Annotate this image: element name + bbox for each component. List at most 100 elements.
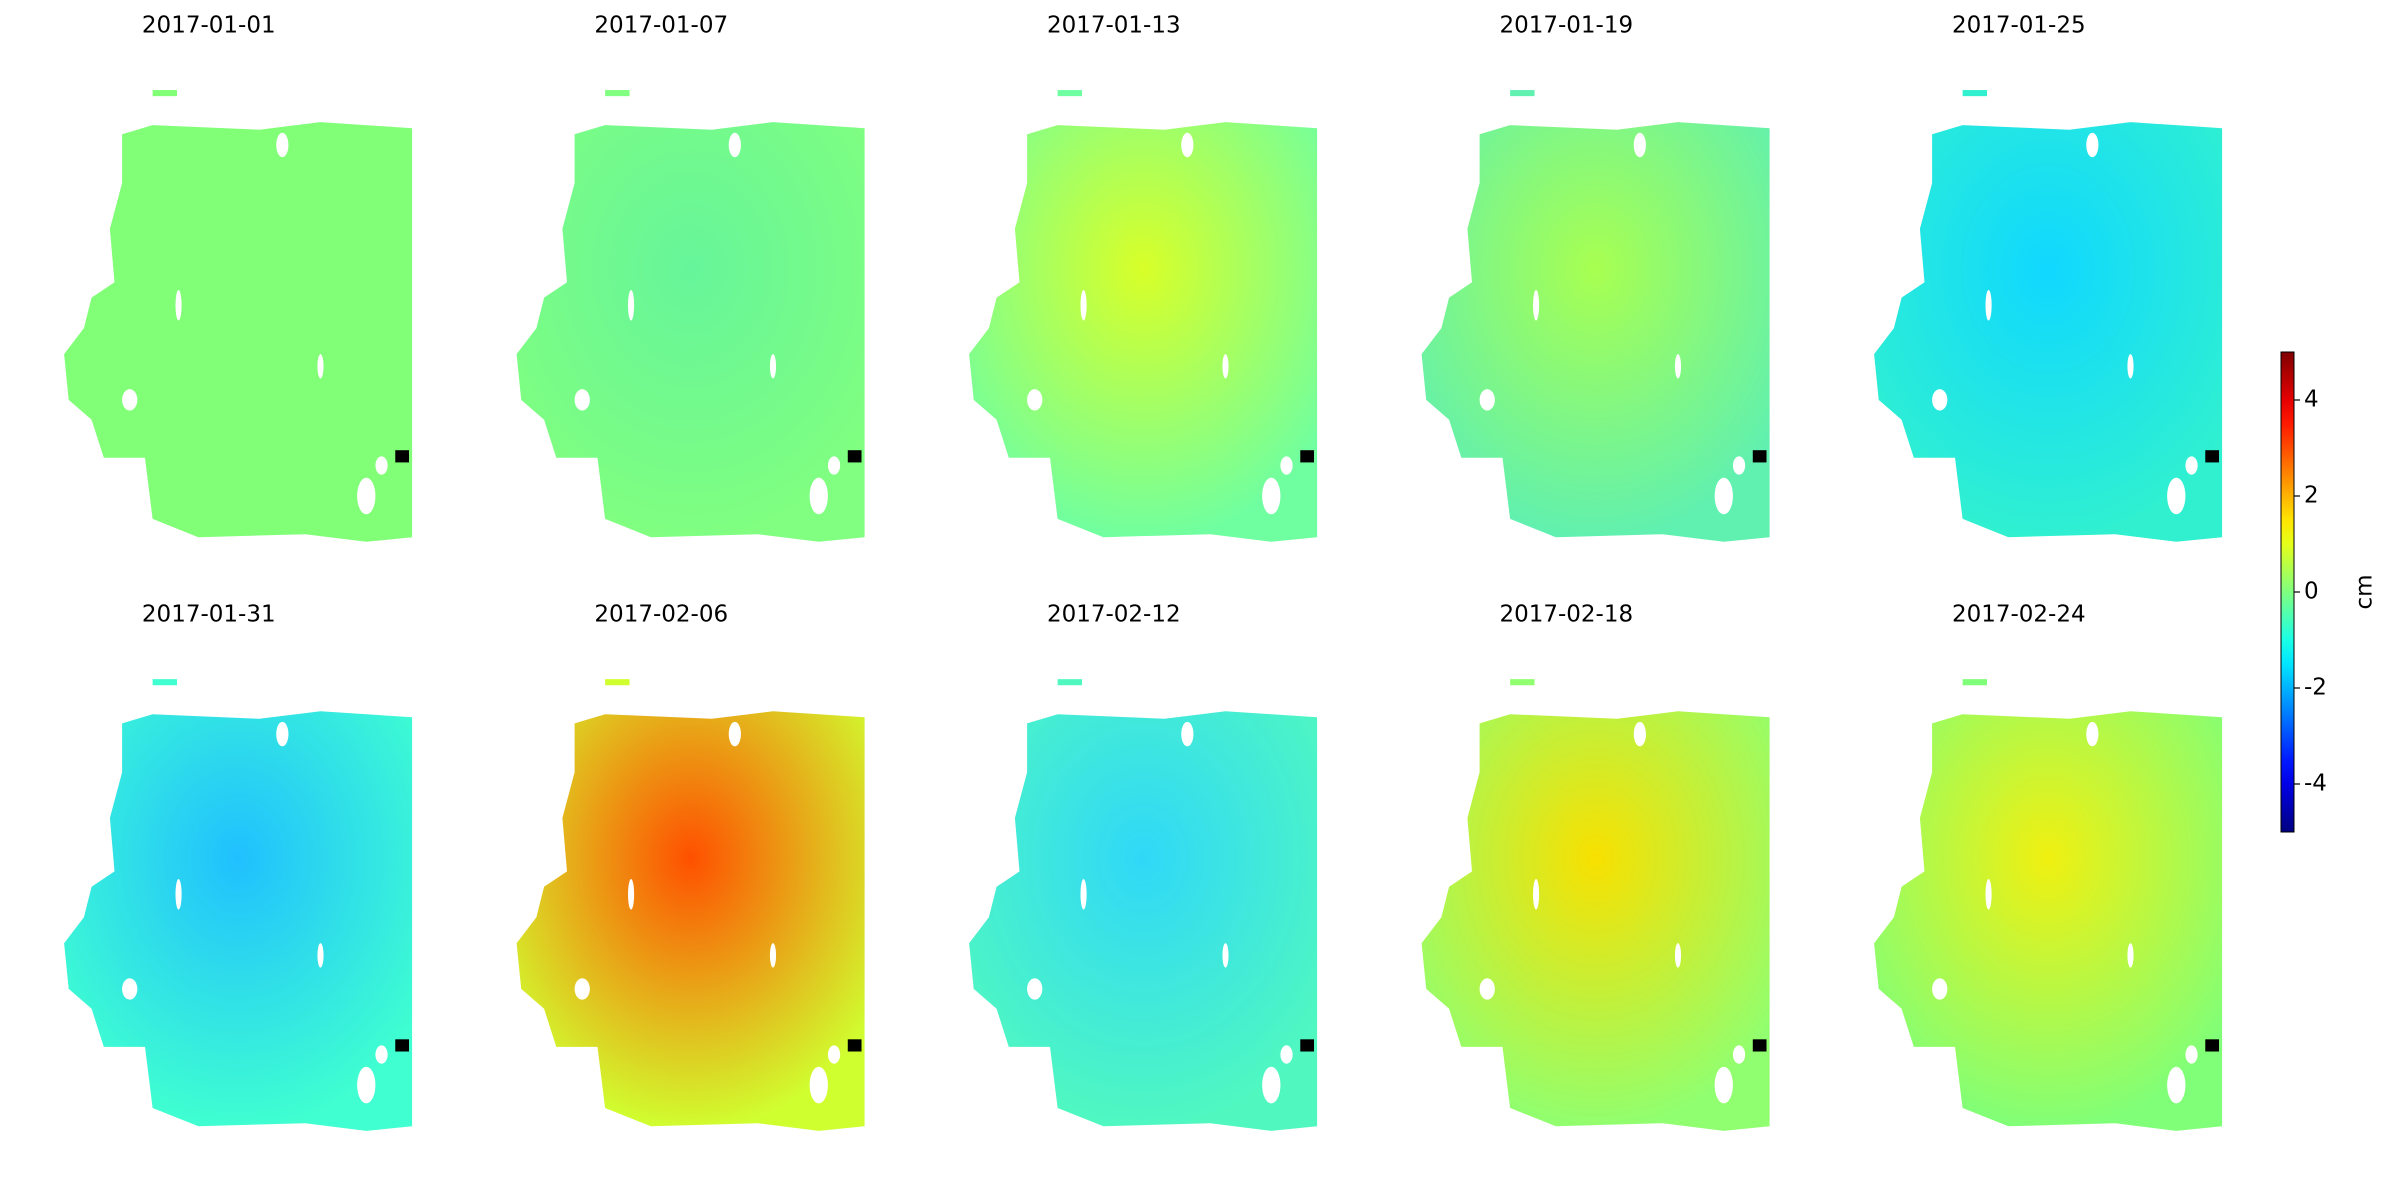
map-hole — [2167, 1066, 2186, 1104]
panel-title: 2017-02-18 — [1499, 602, 1633, 628]
map-patch — [605, 90, 630, 97]
panel-title: 2017-01-19 — [1499, 12, 1633, 38]
map-hole — [1262, 477, 1281, 515]
map-hole — [728, 132, 741, 158]
map-hole — [1732, 456, 1746, 475]
map-hole — [574, 389, 590, 411]
map-area — [1874, 122, 2223, 542]
map-hole — [1027, 389, 1043, 411]
reference-point — [395, 1039, 410, 1052]
map-hole — [1080, 289, 1087, 321]
map-hole — [1280, 456, 1293, 475]
map-patch — [1962, 90, 1988, 97]
map-hole — [276, 721, 289, 747]
map-hole — [1985, 879, 1992, 910]
map-hole — [1932, 389, 1948, 411]
reference-point — [1752, 450, 1767, 463]
colorbar-tick-label: 2 — [2304, 483, 2319, 509]
map-hole — [1181, 721, 1194, 747]
map-hole — [317, 354, 324, 379]
reference-point — [847, 450, 862, 463]
map-hole — [2127, 943, 2134, 968]
map-hole — [1479, 389, 1495, 411]
map-hole — [2127, 354, 2134, 379]
map-hole — [357, 477, 376, 515]
map-hole — [769, 354, 777, 379]
map-hole — [175, 879, 182, 910]
colorbar-tick-label: 0 — [2304, 579, 2319, 605]
map-panel: 2017-01-01 — [64, 12, 413, 542]
map-panel: 2017-02-24 — [1874, 602, 2223, 1131]
map-patch — [605, 679, 630, 686]
map-hole — [628, 879, 635, 910]
reference-point — [1300, 1039, 1315, 1052]
map-hole — [628, 289, 635, 321]
colorbar-label: cm — [2352, 574, 2378, 609]
reference-point — [395, 450, 410, 463]
map-hole — [1633, 721, 1646, 747]
map-hole — [769, 943, 777, 968]
map-panel: 2017-01-19 — [1421, 12, 1770, 542]
colorbar-tick-label: -2 — [2304, 675, 2327, 701]
map-hole — [122, 389, 138, 411]
panel-title: 2017-01-31 — [142, 602, 276, 628]
map-hole — [2086, 721, 2099, 747]
map-hole — [574, 978, 590, 1000]
map-hole — [1181, 132, 1194, 158]
map-area — [516, 711, 865, 1131]
map-hole — [1714, 1066, 1733, 1104]
map-patch — [152, 90, 178, 97]
map-hole — [1674, 943, 1682, 968]
map-hole — [2185, 1045, 2198, 1064]
map-hole — [809, 1066, 828, 1104]
colorbar-tick-label: -4 — [2304, 771, 2327, 797]
map-hole — [175, 289, 182, 321]
map-area — [969, 122, 1318, 542]
map-hole — [1222, 943, 1229, 968]
map-area — [1421, 711, 1770, 1131]
map-hole — [2185, 456, 2198, 475]
map-panel: 2017-01-31 — [64, 602, 413, 1131]
panel-title: 2017-01-07 — [594, 12, 728, 38]
map-hole — [1932, 978, 1948, 1000]
reference-point — [2205, 450, 2220, 463]
panel-title: 2017-01-01 — [142, 12, 276, 38]
map-hole — [375, 456, 388, 475]
map-panel: 2017-01-07 — [516, 12, 865, 542]
map-patch — [1510, 90, 1535, 97]
map-hole — [1280, 1045, 1293, 1064]
map-area — [1874, 711, 2223, 1131]
map-hole — [1080, 879, 1087, 910]
map-panel: 2017-02-06 — [516, 602, 865, 1131]
map-hole — [317, 943, 324, 968]
map-hole — [375, 1045, 388, 1064]
map-area — [64, 711, 413, 1131]
map-patch — [1962, 679, 1988, 686]
panel-title: 2017-02-06 — [594, 602, 728, 628]
map-patch — [1057, 679, 1083, 686]
map-hole — [1674, 354, 1682, 379]
map-panel: 2017-01-13 — [969, 12, 1318, 542]
map-hole — [1533, 879, 1540, 910]
map-panel: 2017-01-25 — [1874, 12, 2223, 542]
map-hole — [122, 978, 138, 1000]
reference-point — [847, 1039, 862, 1052]
map-area — [64, 122, 413, 542]
map-area — [1421, 122, 1770, 542]
map-hole — [1479, 978, 1495, 1000]
panel-title: 2017-02-12 — [1047, 602, 1181, 628]
map-hole — [1262, 1066, 1281, 1104]
map-hole — [2086, 132, 2099, 158]
map-patch — [1057, 90, 1083, 97]
map-hole — [1533, 289, 1540, 321]
map-hole — [276, 132, 289, 158]
colorbar — [2280, 351, 2295, 833]
panel-title: 2017-01-25 — [1952, 12, 2086, 38]
map-area — [969, 711, 1318, 1131]
map-hole — [1714, 477, 1733, 515]
reference-point — [2205, 1039, 2220, 1052]
map-hole — [357, 1066, 376, 1104]
map-hole — [1633, 132, 1646, 158]
map-hole — [728, 721, 741, 747]
